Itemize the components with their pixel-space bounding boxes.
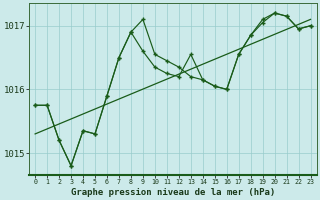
X-axis label: Graphe pression niveau de la mer (hPa): Graphe pression niveau de la mer (hPa) [71,188,275,197]
